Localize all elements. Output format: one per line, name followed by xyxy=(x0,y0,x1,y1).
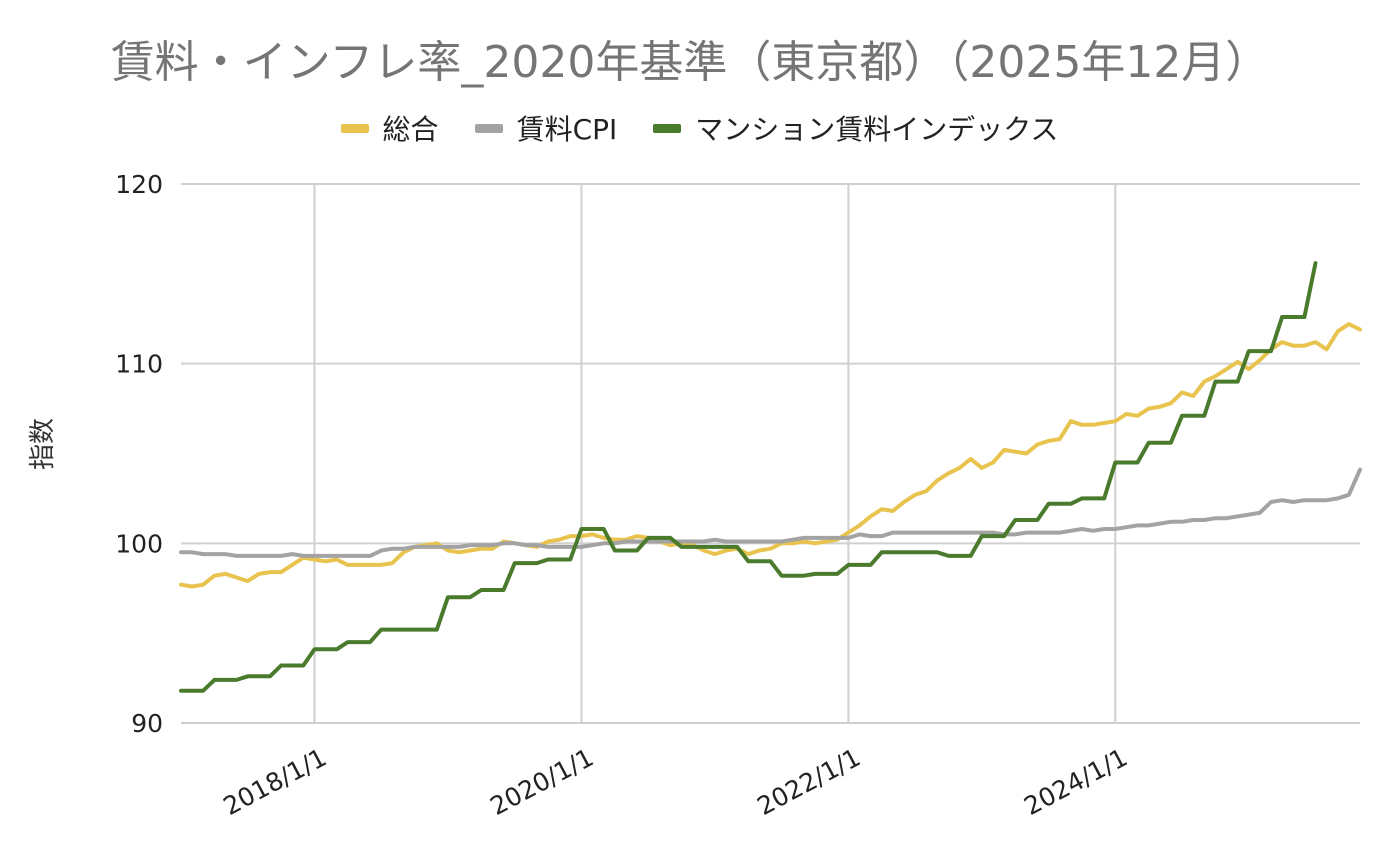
legend-item-rent-cpi[interactable]: 賃料CPI xyxy=(474,108,618,148)
x-tick-label: 2020/1/1 xyxy=(485,743,598,821)
legend-label-total: 総合 xyxy=(382,113,439,146)
y-tick-label: 100 xyxy=(115,529,163,558)
legend-swatch-mansion-rent-index xyxy=(653,123,682,133)
legend-swatch-total xyxy=(340,123,369,133)
y-tick-label: 110 xyxy=(115,350,163,379)
x-tick-label: 2018/1/1 xyxy=(219,743,332,821)
legend-label-mansion-rent-index: マンション賃料インデックス xyxy=(695,113,1059,146)
y-tick-label: 90 xyxy=(131,709,163,738)
legend-item-mansion-rent-index[interactable]: マンション賃料インデックス xyxy=(653,108,1058,148)
series-line-total xyxy=(179,322,1362,589)
series-line-rent-cpi xyxy=(179,467,1362,558)
x-tick-label: 2024/1/1 xyxy=(1019,743,1132,821)
legend-label-rent-cpi: 賃料CPI xyxy=(516,113,618,146)
legend-swatch-rent-cpi xyxy=(474,123,503,133)
legend: 総合 賃料CPI マンション賃料インデックス xyxy=(0,108,1399,148)
legend-item-total[interactable]: 総合 xyxy=(340,108,439,148)
x-tick-label: 2022/1/1 xyxy=(752,743,865,821)
y-tick-label: 120 xyxy=(115,170,163,199)
chart-title: 賃料・インフレ率_2020年基準（東京都）（2025年12月） xyxy=(110,37,1270,88)
series-line-mansion-rent-index xyxy=(179,261,1318,693)
